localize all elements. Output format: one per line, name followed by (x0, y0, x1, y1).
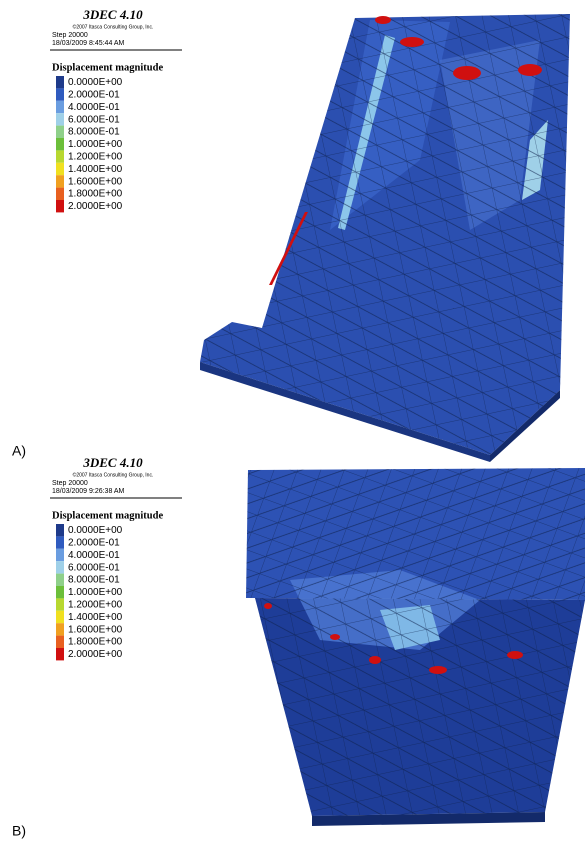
model-b (246, 468, 585, 826)
header-title: 3DEC 4.10 (82, 7, 143, 22)
legend-label: 1.0000E+00 (68, 587, 123, 598)
legend-label: 1.2000E+00 (68, 152, 123, 163)
legend-swatch (56, 549, 64, 561)
figure: 3DEC 4.10©2007 Itasca Consulting Group, … (0, 0, 585, 840)
legend-swatch (56, 163, 64, 175)
legend-swatch (56, 598, 64, 610)
legend-label: 0.0000E+00 (68, 77, 123, 88)
legend-title: Displacement magnitude (52, 62, 163, 73)
legend-swatch (56, 574, 64, 586)
legend-label: 1.4000E+00 (68, 164, 123, 175)
legend-swatch (56, 200, 64, 212)
legend-label: 1.6000E+00 (68, 176, 123, 187)
legend-label: 1.8000E+00 (68, 637, 123, 648)
legend-swatch (56, 611, 64, 623)
legend-label: 8.0000E-01 (68, 575, 120, 586)
legend-label: 2.0000E+00 (68, 649, 123, 660)
legend-label: 2.0000E+00 (68, 201, 123, 212)
legend-swatch (56, 561, 64, 573)
model-a (200, 14, 570, 462)
legend-swatch (56, 188, 64, 200)
legend-label: 1.8000E+00 (68, 189, 123, 200)
legend-label: 8.0000E-01 (68, 127, 120, 138)
legend-swatch (56, 138, 64, 150)
legend-label: 4.0000E-01 (68, 550, 120, 561)
legend-title: Displacement magnitude (52, 510, 163, 521)
legend-swatch (56, 636, 64, 648)
step: Step 20000 (52, 480, 88, 487)
legend-swatch (56, 623, 64, 635)
legend-swatch (56, 76, 64, 88)
legend-label: 6.0000E-01 (68, 114, 120, 125)
legend-swatch (56, 586, 64, 598)
legend-swatch (56, 150, 64, 162)
legend-label: 1.2000E+00 (68, 600, 123, 611)
legend-swatch (56, 126, 64, 138)
header-title: 3DEC 4.10 (82, 455, 143, 470)
legend-swatch (56, 101, 64, 113)
legend-label: 2.0000E-01 (68, 90, 120, 101)
legend-label: 2.0000E-01 (68, 538, 120, 549)
legend-swatch (56, 524, 64, 536)
panel-label: A) (12, 443, 26, 459)
legend-label: 0.0000E+00 (68, 525, 123, 536)
copyright: ©2007 Itasca Consulting Group, Inc. (73, 471, 154, 478)
legend-label: 1.0000E+00 (68, 139, 123, 150)
date: 18/03/2009 8:45:44 AM (52, 40, 125, 47)
step: Step 20000 (52, 32, 88, 39)
legend-label: 4.0000E-01 (68, 102, 120, 113)
copyright: ©2007 Itasca Consulting Group, Inc. (73, 23, 154, 30)
date: 18/03/2009 9:26:38 AM (52, 488, 125, 495)
legend-label: 6.0000E-01 (68, 562, 120, 573)
legend-swatch (56, 113, 64, 125)
legend-swatch (56, 536, 64, 548)
legend-swatch (56, 175, 64, 187)
legend-swatch (56, 88, 64, 100)
legend-label: 1.4000E+00 (68, 612, 123, 623)
legend-swatch (56, 648, 64, 660)
panel-label: B) (12, 823, 26, 839)
legend-label: 1.6000E+00 (68, 624, 123, 635)
